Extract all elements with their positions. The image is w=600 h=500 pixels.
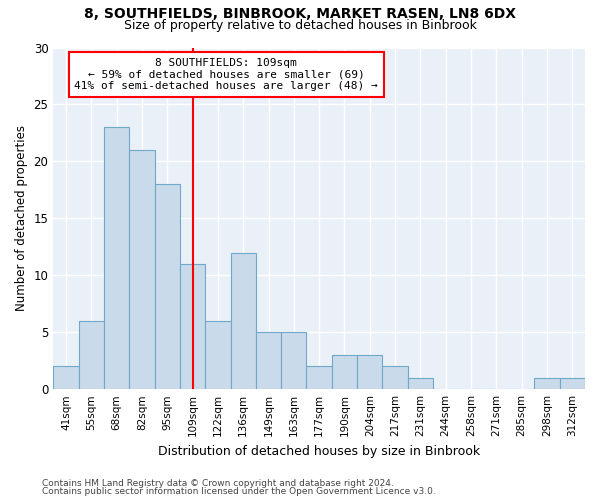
Bar: [104, 127, 129, 389]
Bar: [256, 332, 281, 389]
Bar: [79, 321, 104, 389]
Text: 8, SOUTHFIELDS, BINBROOK, MARKET RASEN, LN8 6DX: 8, SOUTHFIELDS, BINBROOK, MARKET RASEN, …: [84, 8, 516, 22]
Text: Size of property relative to detached houses in Binbrook: Size of property relative to detached ho…: [124, 19, 476, 32]
Bar: [560, 378, 585, 389]
Text: 8 SOUTHFIELDS: 109sqm
← 59% of detached houses are smaller (69)
41% of semi-deta: 8 SOUTHFIELDS: 109sqm ← 59% of detached …: [74, 58, 378, 91]
X-axis label: Distribution of detached houses by size in Binbrook: Distribution of detached houses by size …: [158, 444, 480, 458]
Bar: [332, 355, 357, 389]
Bar: [408, 378, 433, 389]
Bar: [307, 366, 332, 389]
Bar: [180, 264, 205, 389]
Bar: [129, 150, 155, 389]
Text: Contains public sector information licensed under the Open Government Licence v3: Contains public sector information licen…: [42, 487, 436, 496]
Bar: [281, 332, 307, 389]
Text: Contains HM Land Registry data © Crown copyright and database right 2024.: Contains HM Land Registry data © Crown c…: [42, 478, 394, 488]
Bar: [357, 355, 382, 389]
Bar: [382, 366, 408, 389]
Bar: [230, 252, 256, 389]
Bar: [205, 321, 230, 389]
Y-axis label: Number of detached properties: Number of detached properties: [15, 126, 28, 312]
Bar: [155, 184, 180, 389]
Bar: [535, 378, 560, 389]
Bar: [53, 366, 79, 389]
